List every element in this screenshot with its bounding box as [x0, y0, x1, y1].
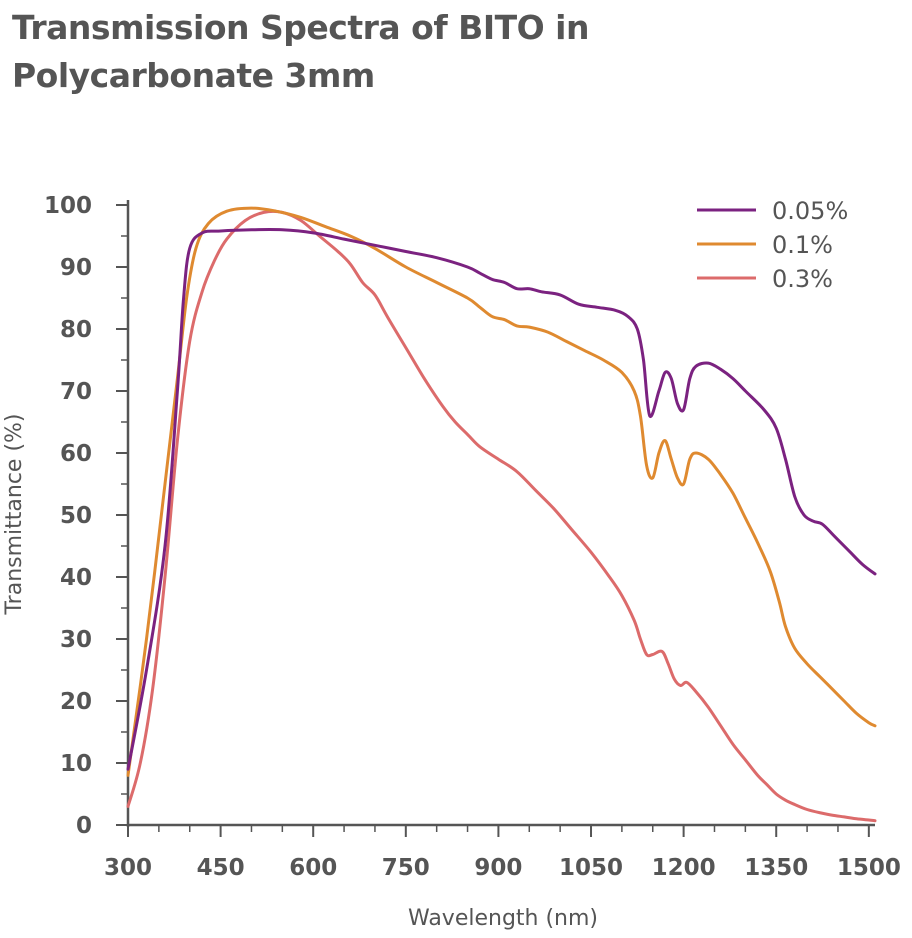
chart-title: Transmission Spectra of BITO in Polycarb… — [12, 4, 892, 100]
series-lines — [126, 206, 877, 823]
legend-label: 0.3% — [772, 265, 833, 293]
series-line-0-1- — [126, 206, 877, 777]
y-tick-label: 10 — [60, 751, 92, 777]
legend-label: 0.1% — [772, 231, 833, 259]
y-tick-label: 80 — [60, 317, 92, 343]
x-tick-label: 1500 — [837, 855, 901, 881]
chart-title-line-2: Polycarbonate 3mm — [12, 56, 375, 95]
series-line-0-05- — [126, 228, 877, 771]
y-tick-label: 50 — [60, 503, 92, 529]
x-tick-label: 300 — [104, 855, 152, 881]
y-tick-label: 90 — [60, 255, 92, 281]
chart-title-line-1: Transmission Spectra of BITO in — [12, 8, 589, 47]
y-tick-label: 20 — [60, 689, 92, 715]
y-axis-title: Transmittance (%) — [2, 413, 27, 615]
x-tick-label: 1350 — [744, 855, 808, 881]
x-tick-label: 600 — [289, 855, 337, 881]
axes: 0 10 20 30 40 50 60 70 80 90 100 300 450 600 750 900 105… — [44, 193, 901, 881]
y-tick-label: 30 — [60, 627, 92, 653]
y-tick-label: 60 — [60, 441, 92, 467]
x-tick-label: 900 — [474, 855, 522, 881]
y-tick-label: 100 — [44, 193, 92, 219]
x-tick-label: 750 — [382, 855, 430, 881]
y-tick-label: 0 — [76, 813, 92, 839]
y-tick-label: 40 — [60, 565, 92, 591]
x-tick-label: 1050 — [559, 855, 623, 881]
y-tick-label: 70 — [60, 379, 92, 405]
legend-label: 0.05% — [772, 197, 848, 225]
series-line-0-3- — [126, 209, 877, 823]
legend: 0.05% 0.1% 0.3% — [697, 197, 848, 293]
x-axis-title: Wavelength (nm) — [408, 906, 598, 931]
x-tick-label: 450 — [197, 855, 245, 881]
x-tick-label: 1200 — [652, 855, 716, 881]
